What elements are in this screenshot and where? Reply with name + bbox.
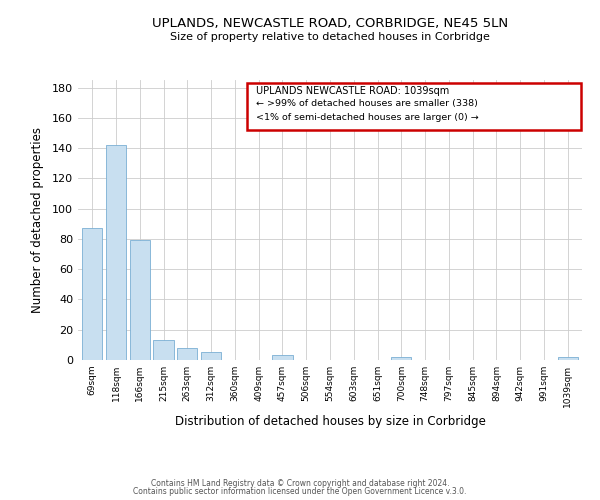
Bar bbox=[130, 240, 150, 360]
Text: Contains public sector information licensed under the Open Government Licence v.: Contains public sector information licen… bbox=[133, 487, 467, 496]
Text: UPLANDS NEWCASTLE ROAD: 1039sqm: UPLANDS NEWCASTLE ROAD: 1039sqm bbox=[256, 86, 449, 96]
Text: Size of property relative to detached houses in Corbridge: Size of property relative to detached ho… bbox=[170, 32, 490, 42]
Text: ← >99% of detached houses are smaller (338): ← >99% of detached houses are smaller (3… bbox=[256, 100, 478, 108]
Bar bbox=[177, 348, 197, 360]
X-axis label: Distribution of detached houses by size in Corbridge: Distribution of detached houses by size … bbox=[175, 416, 485, 428]
Text: <1% of semi-detached houses are larger (0) →: <1% of semi-detached houses are larger (… bbox=[256, 113, 479, 122]
Text: Contains HM Land Registry data © Crown copyright and database right 2024.: Contains HM Land Registry data © Crown c… bbox=[151, 478, 449, 488]
Bar bbox=[82, 228, 103, 360]
Bar bbox=[154, 340, 173, 360]
Text: UPLANDS, NEWCASTLE ROAD, CORBRIDGE, NE45 5LN: UPLANDS, NEWCASTLE ROAD, CORBRIDGE, NE45… bbox=[152, 18, 508, 30]
Bar bbox=[201, 352, 221, 360]
Bar bbox=[106, 145, 126, 360]
Bar bbox=[391, 357, 412, 360]
FancyBboxPatch shape bbox=[247, 83, 581, 130]
Bar bbox=[272, 356, 293, 360]
Bar bbox=[557, 357, 578, 360]
Y-axis label: Number of detached properties: Number of detached properties bbox=[31, 127, 44, 313]
